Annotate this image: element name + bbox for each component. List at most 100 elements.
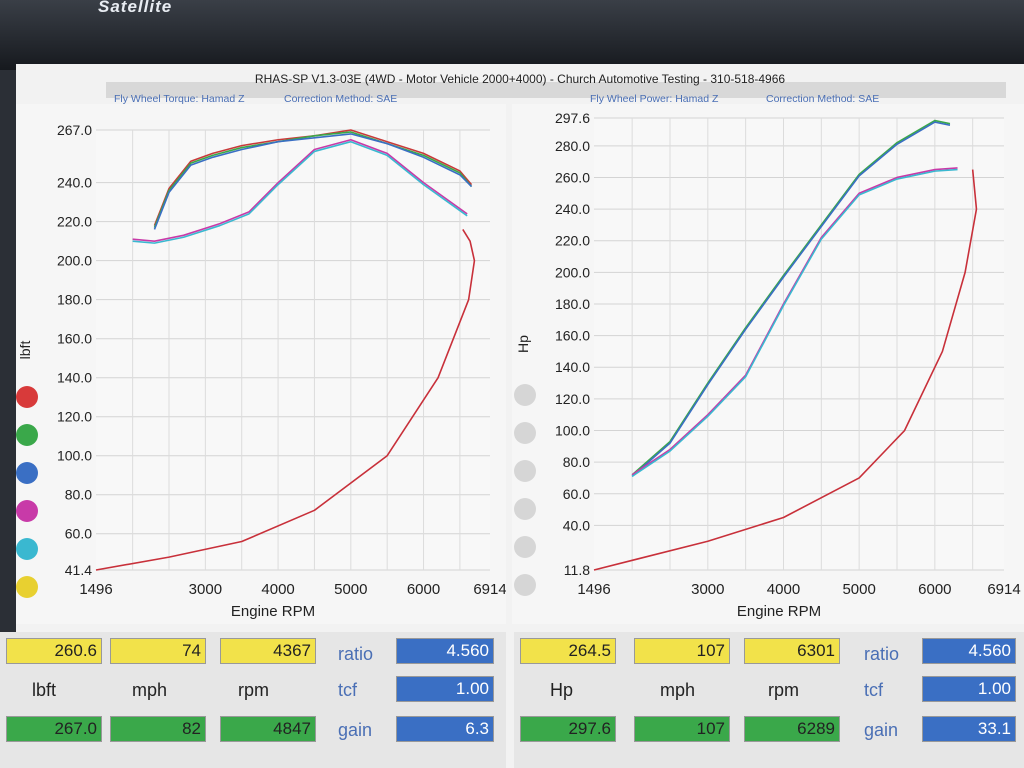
y-tick-label: 60.0	[563, 486, 590, 502]
y-tick-label: 220.0	[555, 233, 590, 249]
legend-dot-inactive[interactable]	[514, 498, 536, 520]
series-line-4	[132, 138, 468, 242]
dyno-screen: RHAS-SP V1.3-03E (4WD - Motor Vehicle 20…	[0, 64, 1024, 768]
y-tick-label: 140.0	[555, 359, 590, 375]
y-tick-label: 280.0	[555, 138, 590, 154]
left-subtitle-a: Fly Wheel Torque: Hamad Z	[114, 93, 245, 105]
y-tick-label: 160.0	[57, 331, 92, 347]
left-top-value-3: 4367	[220, 638, 316, 664]
y-tick-label: 41.4	[65, 562, 92, 578]
left-ratio-label: ratio	[338, 644, 374, 664]
y-tick-label: 240.0	[555, 201, 590, 217]
left-unit-label-2: mph	[132, 680, 168, 700]
window-title: RHAS-SP V1.3-03E (4WD - Motor Vehicle 20…	[254, 72, 786, 86]
x-tick-label: 5000	[334, 581, 367, 598]
y-tick-label: 200.0	[555, 264, 590, 280]
legend-dot-inactive[interactable]	[514, 460, 536, 482]
right-readout-panel: 264.5 107 6301 ratio 4.560 Hp mph rpm tc…	[514, 632, 1024, 768]
left-bottom-value-3: 4847	[220, 716, 316, 742]
x-tick-label: 4000	[261, 581, 294, 598]
right-unit-label-3: rpm	[768, 680, 799, 700]
power-chart-svg: 297.6 280.0 260.0 240.0 220.0 200.0 180.0 160.0…	[515, 110, 1021, 620]
x-tick-label: 4000	[767, 581, 800, 598]
y-tick-label: 297.6	[555, 110, 590, 126]
left-unit-label-1: lbft	[32, 680, 57, 700]
torque-chart: 267.0 240.0 220.0 200.0 180.0 160.0 140.0 120.0…	[16, 104, 507, 624]
y-tick-label: 267.0	[57, 122, 92, 138]
plot-area	[96, 130, 490, 570]
x-axis-label: Engine RPM	[231, 603, 315, 620]
right-bottom-value-1: 297.6	[520, 716, 616, 742]
legend-dot[interactable]	[16, 462, 38, 484]
right-top-value-1: 264.5	[520, 638, 616, 664]
right-subtitle-b: Correction Method: SAE	[766, 93, 880, 105]
torque-chart-svg: 267.0 240.0 220.0 200.0 180.0 160.0 140.0 120.0…	[17, 122, 507, 620]
right-tcf-label: tcf	[864, 680, 884, 700]
left-gain-label: gain	[338, 720, 373, 740]
y-tick-label: 260.0	[555, 169, 590, 185]
right-bottom-value-3: 6289	[744, 716, 840, 742]
y-tick-label: 240.0	[57, 175, 92, 191]
left-unit-label-3: rpm	[238, 680, 269, 700]
power-chart: 297.6 280.0 260.0 240.0 220.0 200.0 180.0 160.0…	[512, 104, 1024, 624]
x-tick-label: 5000	[842, 581, 875, 598]
right-ratio-label: ratio	[864, 644, 900, 664]
y-tick-label: 11.8	[564, 562, 590, 578]
left-gain-value: 6.3	[396, 716, 494, 742]
x-tick-label: 1496	[577, 581, 610, 598]
y-tick-label: 120.0	[57, 409, 92, 425]
right-top-value-2: 107	[634, 638, 730, 664]
left-top-value-1: 260.6	[6, 638, 102, 664]
left-subtitle-b: Correction Method: SAE	[284, 93, 398, 105]
left-tcf-value: 1.00	[396, 676, 494, 702]
x-tick-label: 6000	[407, 581, 440, 598]
y-tick-label: 100.0	[555, 423, 590, 439]
y-tick-label: 140.0	[57, 370, 92, 386]
brand-logo: Satellite	[98, 0, 173, 16]
y-tick-label: 40.0	[563, 517, 590, 533]
left-ratio-value: 4.560	[396, 638, 494, 664]
laptop-bezel: Satellite	[0, 0, 1024, 70]
y-tick-label: 180.0	[57, 292, 92, 308]
x-axis-label: Engine RPM	[737, 603, 821, 620]
left-tcf-label: tcf	[338, 680, 358, 700]
right-unit-label-2: mph	[660, 680, 696, 700]
series-line-2	[153, 131, 473, 228]
series-line-5	[593, 169, 978, 571]
x-tick-label: 1496	[79, 581, 112, 598]
y-tick-label: 200.0	[57, 253, 92, 269]
legend-dot-inactive[interactable]	[514, 384, 536, 406]
right-bottom-value-2: 107	[634, 716, 730, 742]
series-line-3	[153, 133, 473, 230]
plot-area	[594, 118, 1004, 570]
y-tick-label: 100.0	[57, 448, 92, 464]
legend-dot-inactive[interactable]	[514, 574, 536, 596]
right-unit-label-1: Hp	[550, 680, 574, 700]
right-gain-value: 33.1	[922, 716, 1016, 742]
legend-dot-inactive[interactable]	[514, 422, 536, 444]
legend-dot[interactable]	[16, 576, 38, 598]
y-tick-label: 80.0	[65, 487, 92, 503]
y-tick-label: 180.0	[555, 296, 590, 312]
legend-dot-inactive[interactable]	[514, 536, 536, 558]
series-line-6	[95, 229, 476, 571]
left-top-value-2: 74	[110, 638, 206, 664]
x-tick-label: 6000	[918, 581, 951, 598]
series-line-1	[631, 119, 951, 476]
x-tick-label: 6914	[473, 581, 506, 598]
legend-dot[interactable]	[16, 424, 38, 446]
right-subtitle-a: Fly Wheel Power: Hamad Z	[590, 93, 719, 105]
y-tick-label: 160.0	[555, 328, 590, 344]
y-tick-label: 120.0	[555, 391, 590, 407]
series-line-4	[631, 168, 958, 478]
x-tick-label: 3000	[189, 581, 222, 598]
y-axis-label: lbft	[17, 341, 33, 360]
y-tick-label: 60.0	[65, 526, 92, 542]
series-line-2	[631, 121, 951, 477]
legend-dot[interactable]	[16, 386, 38, 408]
legend-dot[interactable]	[16, 500, 38, 522]
series-line-5	[132, 140, 468, 244]
y-axis-label: Hp	[515, 335, 531, 353]
series-line-1	[153, 129, 473, 226]
legend-dot[interactable]	[16, 538, 38, 560]
